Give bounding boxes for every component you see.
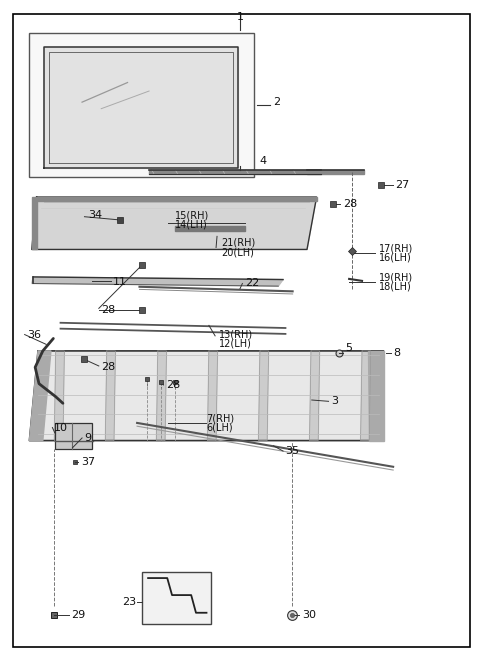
- Text: 19(RH): 19(RH): [379, 273, 413, 283]
- Text: 36: 36: [27, 329, 41, 340]
- Text: 17(RH): 17(RH): [379, 243, 413, 253]
- Polygon shape: [360, 351, 371, 441]
- Text: 22: 22: [245, 279, 259, 289]
- Polygon shape: [310, 351, 320, 441]
- Text: 18(LH): 18(LH): [379, 282, 411, 292]
- Text: 21(RH): 21(RH): [221, 238, 255, 248]
- Text: 12(LH): 12(LH): [218, 338, 252, 349]
- Text: 11: 11: [113, 277, 127, 287]
- Polygon shape: [207, 351, 217, 441]
- Polygon shape: [29, 351, 51, 441]
- Text: 13(RH): 13(RH): [218, 329, 252, 340]
- Polygon shape: [32, 197, 317, 249]
- Text: 14(LH): 14(LH): [175, 220, 208, 230]
- Text: 37: 37: [81, 457, 95, 467]
- Text: 27: 27: [396, 180, 410, 190]
- Text: 9: 9: [84, 433, 92, 443]
- Text: 34: 34: [88, 211, 102, 220]
- Text: 3: 3: [331, 396, 338, 406]
- Polygon shape: [44, 47, 238, 168]
- Bar: [29, 33, 254, 177]
- Text: 28: 28: [343, 199, 357, 209]
- Polygon shape: [368, 351, 384, 441]
- Text: 10: 10: [54, 422, 68, 432]
- Bar: [55, 423, 92, 449]
- Polygon shape: [36, 197, 317, 201]
- Polygon shape: [32, 277, 283, 286]
- Text: 5: 5: [345, 342, 352, 353]
- Polygon shape: [29, 351, 384, 441]
- Text: 29: 29: [72, 609, 86, 620]
- Text: 35: 35: [286, 446, 300, 456]
- Text: 1: 1: [237, 12, 243, 22]
- Text: 28: 28: [101, 362, 116, 372]
- Text: 6(LH): 6(LH): [206, 422, 233, 432]
- Polygon shape: [54, 351, 64, 441]
- Text: 15(RH): 15(RH): [175, 211, 210, 220]
- Text: 4: 4: [259, 155, 266, 166]
- Polygon shape: [259, 351, 268, 441]
- Polygon shape: [32, 197, 36, 249]
- Text: 20(LH): 20(LH): [221, 247, 254, 257]
- Polygon shape: [105, 351, 115, 441]
- Text: 16(LH): 16(LH): [379, 253, 411, 262]
- Polygon shape: [307, 170, 364, 173]
- Text: 30: 30: [302, 609, 316, 620]
- Text: 23: 23: [122, 596, 136, 607]
- Polygon shape: [175, 226, 245, 231]
- Polygon shape: [149, 170, 322, 173]
- Text: 28: 28: [101, 304, 116, 315]
- Polygon shape: [156, 351, 167, 441]
- Text: 2: 2: [274, 97, 281, 107]
- Text: 7(RH): 7(RH): [206, 413, 235, 423]
- Text: 28: 28: [166, 380, 180, 390]
- Bar: [142, 571, 211, 624]
- Text: 8: 8: [393, 348, 400, 358]
